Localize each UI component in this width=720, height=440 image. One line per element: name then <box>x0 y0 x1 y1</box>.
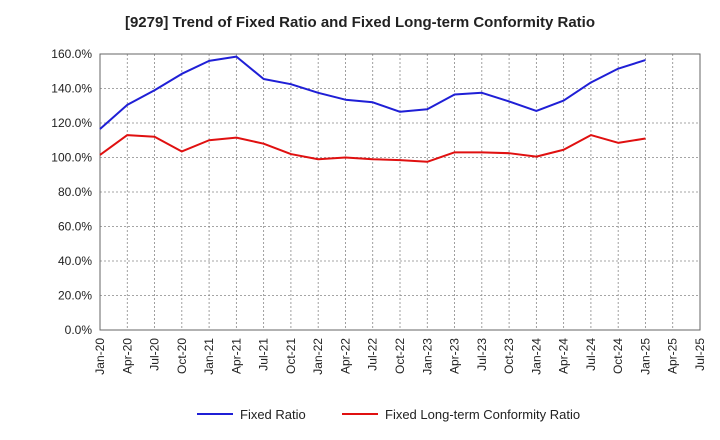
x-tick-label: Jan-25 <box>638 338 652 375</box>
y-tick-label: 80.0% <box>58 185 92 199</box>
legend-label: Fixed Ratio <box>240 407 306 422</box>
x-tick-label: Apr-22 <box>338 338 352 374</box>
y-tick-label: 60.0% <box>58 220 92 234</box>
x-tick-label: Jul-20 <box>148 338 162 371</box>
x-tick-label: Jan-21 <box>202 338 216 375</box>
y-tick-label: 140.0% <box>51 82 92 96</box>
y-tick-label: 20.0% <box>58 289 92 303</box>
y-tick-label: 100.0% <box>51 151 92 165</box>
legend: Fixed Ratio Fixed Long-term Conformity Ra… <box>197 407 580 422</box>
x-tick-label: Oct-21 <box>284 338 298 374</box>
legend-label: Fixed Long-term Conformity Ratio <box>385 407 580 422</box>
chart-title: [9279] Trend of Fixed Ratio and Fixed Lo… <box>124 14 596 31</box>
x-tick-label: Oct-24 <box>611 338 625 374</box>
x-tick-label: Apr-21 <box>229 338 243 374</box>
x-tick-label: Jul-21 <box>257 338 271 371</box>
y-tick-label: 0.0% <box>65 323 93 337</box>
x-tick-label: Jul-24 <box>584 338 598 371</box>
axes: 0.0% 20.0% 40.0% 60.0% 80.0% 100.0% 120.0% 140.… <box>51 47 707 375</box>
y-tick-label: 160.0% <box>51 47 92 61</box>
y-tick-label: 40.0% <box>58 254 92 268</box>
x-tick-label: Jan-20 <box>93 338 107 375</box>
x-tick-label: Apr-24 <box>557 338 571 374</box>
plot-border <box>99 53 701 331</box>
x-tick-label: Jul-23 <box>475 338 489 371</box>
grid-lines <box>100 54 700 330</box>
x-tick-label: Oct-20 <box>175 338 189 374</box>
x-tick-label: Apr-23 <box>448 338 462 374</box>
x-tick-label: Oct-23 <box>502 338 516 374</box>
x-tick-label: Oct-22 <box>393 338 407 374</box>
x-tick-label: Jul-22 <box>366 338 380 371</box>
x-tick-label: Jul-25 <box>693 338 707 371</box>
x-tick-label: Jan-24 <box>529 338 543 375</box>
x-tick-label: Jan-23 <box>420 338 434 375</box>
series-lines <box>99 55 646 163</box>
x-tick-label: Apr-25 <box>666 338 680 374</box>
x-tick-label: Apr-20 <box>120 338 134 374</box>
series-line-fixed-ratio <box>99 55 646 130</box>
series-line-fixed-long-term-conformity-ratio <box>99 134 646 163</box>
y-tick-label: 120.0% <box>51 116 92 130</box>
x-tick-label: Jan-22 <box>311 338 325 375</box>
